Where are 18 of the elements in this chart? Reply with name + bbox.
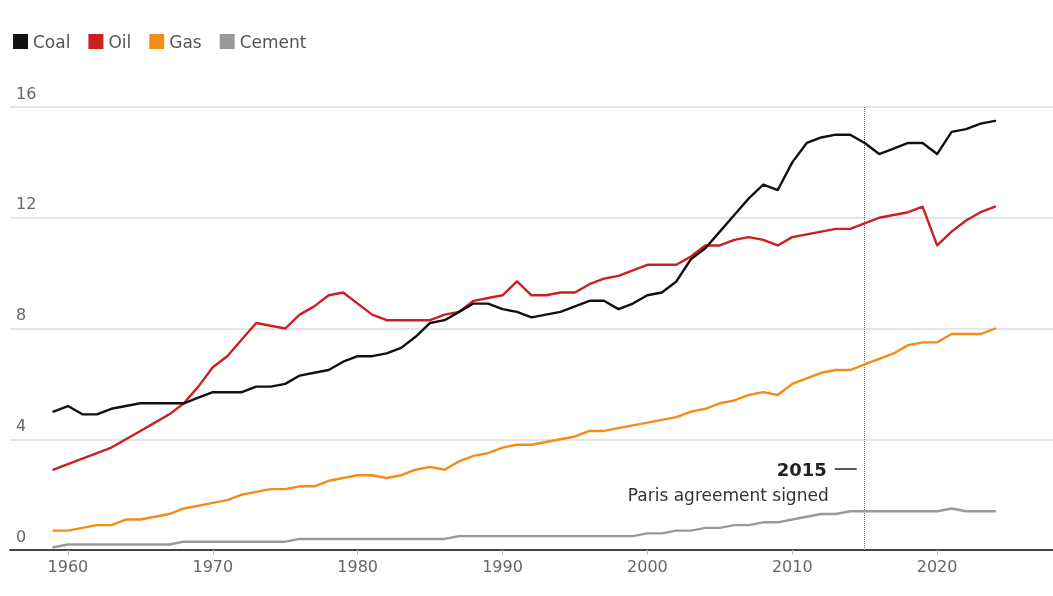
x-tick-label: 1990	[482, 556, 523, 576]
x-tick-label: 1980	[337, 556, 379, 576]
legend-label: Gas	[169, 31, 202, 52]
annotation: Paris agreement signed	[627, 484, 829, 505]
ref-line-label: 2015	[776, 458, 827, 480]
legend-label: Oil	[108, 31, 132, 52]
x-tick-label: 2000	[627, 556, 668, 576]
y-tick-label: 8	[16, 305, 27, 324]
x-tick-label: 1960	[47, 556, 89, 576]
legend-label: Coal	[33, 31, 71, 52]
y-tick-label: 4	[16, 415, 27, 435]
x-tick-label: 2010	[771, 556, 813, 576]
x-tick-label: 1970	[192, 556, 234, 576]
legend-label: Cement	[239, 31, 307, 52]
y-tick-label: 12	[16, 194, 37, 214]
y-tick-label: 16	[16, 83, 37, 103]
x-tick-label: 2020	[916, 556, 958, 576]
y-tick-label: 0	[16, 526, 27, 546]
